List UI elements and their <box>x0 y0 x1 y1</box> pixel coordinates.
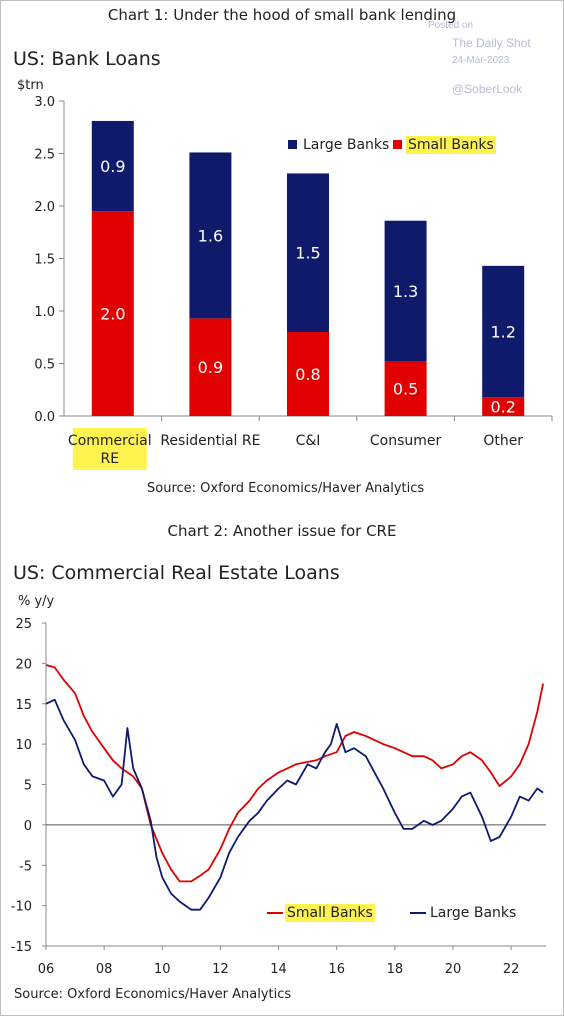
bar-large-banks <box>287 173 329 332</box>
bank-loans-bar-chart: 0.0 0.5 1.0 1.5 2.0 2.5 3.0 2.0 0.9 Commercial RE 0… <box>34 95 553 470</box>
x-tick-label: 06 <box>38 962 55 977</box>
bar-large-banks <box>91 120 134 212</box>
bar-label-small: 0.9 <box>198 358 223 377</box>
legend-large-label: Large Banks <box>303 137 390 153</box>
legend2-large-swatch <box>410 912 426 914</box>
chart2-title: US: Commercial Real Estate Loans <box>13 562 340 584</box>
y-tick-label: 2.5 <box>34 148 55 163</box>
y-tick-label: 3.0 <box>34 95 55 110</box>
watermark-site: The Daily Shot <box>452 36 531 50</box>
chart2-unit-label: % y/y <box>18 594 55 609</box>
bar-label-large: 1.5 <box>295 244 320 263</box>
legend-large-banks: Large Banks <box>288 137 389 153</box>
bar-small-banks <box>287 332 329 416</box>
chart1-title: US: Bank Loans <box>13 48 161 70</box>
y-tick-label: 15 <box>15 698 32 713</box>
y-tick-label: 1.0 <box>34 305 55 320</box>
bar-label-large: 1.6 <box>198 226 223 245</box>
category-label: Residential RE <box>160 433 260 449</box>
bar-label-small: 0.8 <box>295 365 320 384</box>
bar-small-banks <box>482 397 525 416</box>
y-tick-label: 0 <box>24 819 32 834</box>
legend-large-swatch <box>288 140 297 149</box>
watermark-date: 24-Mar-2023 <box>452 55 510 66</box>
y-tick-label: 0.5 <box>34 358 55 373</box>
bar-label-large: 0.9 <box>100 157 125 176</box>
chart1-unit-label: $trn <box>17 78 44 93</box>
y-tick-label: 2.0 <box>34 200 55 215</box>
bar-label-large: 1.3 <box>393 282 418 301</box>
bar-label-large: 1.2 <box>490 322 515 341</box>
legend-small-swatch <box>393 140 402 149</box>
legend-small-label: Small Banks <box>406 136 496 154</box>
x-tick-label: 18 <box>387 962 404 977</box>
x-tick-label: 10 <box>154 962 171 977</box>
series-line-small-banks <box>45 664 544 883</box>
y-tick-label: 5 <box>24 779 32 794</box>
category-label: Consumer <box>370 433 442 449</box>
bar-small-banks <box>189 318 232 416</box>
bar-large-banks <box>384 220 427 362</box>
chart1-caption: Chart 1: Under the hood of small bank le… <box>107 6 457 24</box>
chart2-caption: Chart 2: Another issue for CRE <box>167 522 397 540</box>
y-tick-label: 25 <box>15 617 32 632</box>
x-tick-label: 20 <box>445 962 462 977</box>
x-tick-label: 14 <box>270 962 287 977</box>
y-tick-label: 10 <box>15 738 32 753</box>
bar-small-banks <box>384 361 427 416</box>
bar-label-small: 2.0 <box>100 305 125 324</box>
x-tick-label: 08 <box>96 962 113 977</box>
y-tick-label: 20 <box>15 657 32 672</box>
bar-large-banks <box>189 152 232 319</box>
y-tick-label: -15 <box>11 940 32 955</box>
legend2-small-banks: Small Banks <box>267 904 375 922</box>
watermark-handle: @SoberLook <box>452 82 523 96</box>
series-line-large-banks <box>45 698 544 911</box>
bar-small-banks <box>91 211 134 416</box>
y-tick-label: -10 <box>11 900 32 915</box>
x-tick-label: 12 <box>212 962 229 977</box>
legend-small-banks: Small Banks <box>393 136 496 154</box>
category-highlight <box>72 428 147 470</box>
category-label: RE <box>101 451 120 467</box>
legend2-large-label: Large Banks <box>430 905 517 921</box>
watermark-posted: Posted on <box>428 20 474 31</box>
category-label: C&I <box>296 433 321 449</box>
bar-label-small: 0.2 <box>490 398 515 417</box>
y-tick-label: 1.5 <box>34 253 55 268</box>
chart2-source: Source: Oxford Economics/Haver Analytics <box>14 987 292 1002</box>
bar-large-banks <box>482 265 525 398</box>
legend2-small-label: Small Banks <box>285 904 375 922</box>
category-label: Other <box>483 433 523 449</box>
chart1-source: Source: Oxford Economics/Haver Analytics <box>147 481 425 496</box>
legend2-large-banks: Large Banks <box>410 905 516 921</box>
y-tick-label: -5 <box>19 859 32 874</box>
x-tick-label: 22 <box>503 962 520 977</box>
legend2-small-swatch <box>267 912 283 914</box>
x-tick-label: 16 <box>328 962 345 977</box>
bar-label-small: 0.5 <box>393 380 418 399</box>
category-label: Commercial <box>68 433 152 449</box>
y-tick-label: 0.0 <box>34 410 55 425</box>
